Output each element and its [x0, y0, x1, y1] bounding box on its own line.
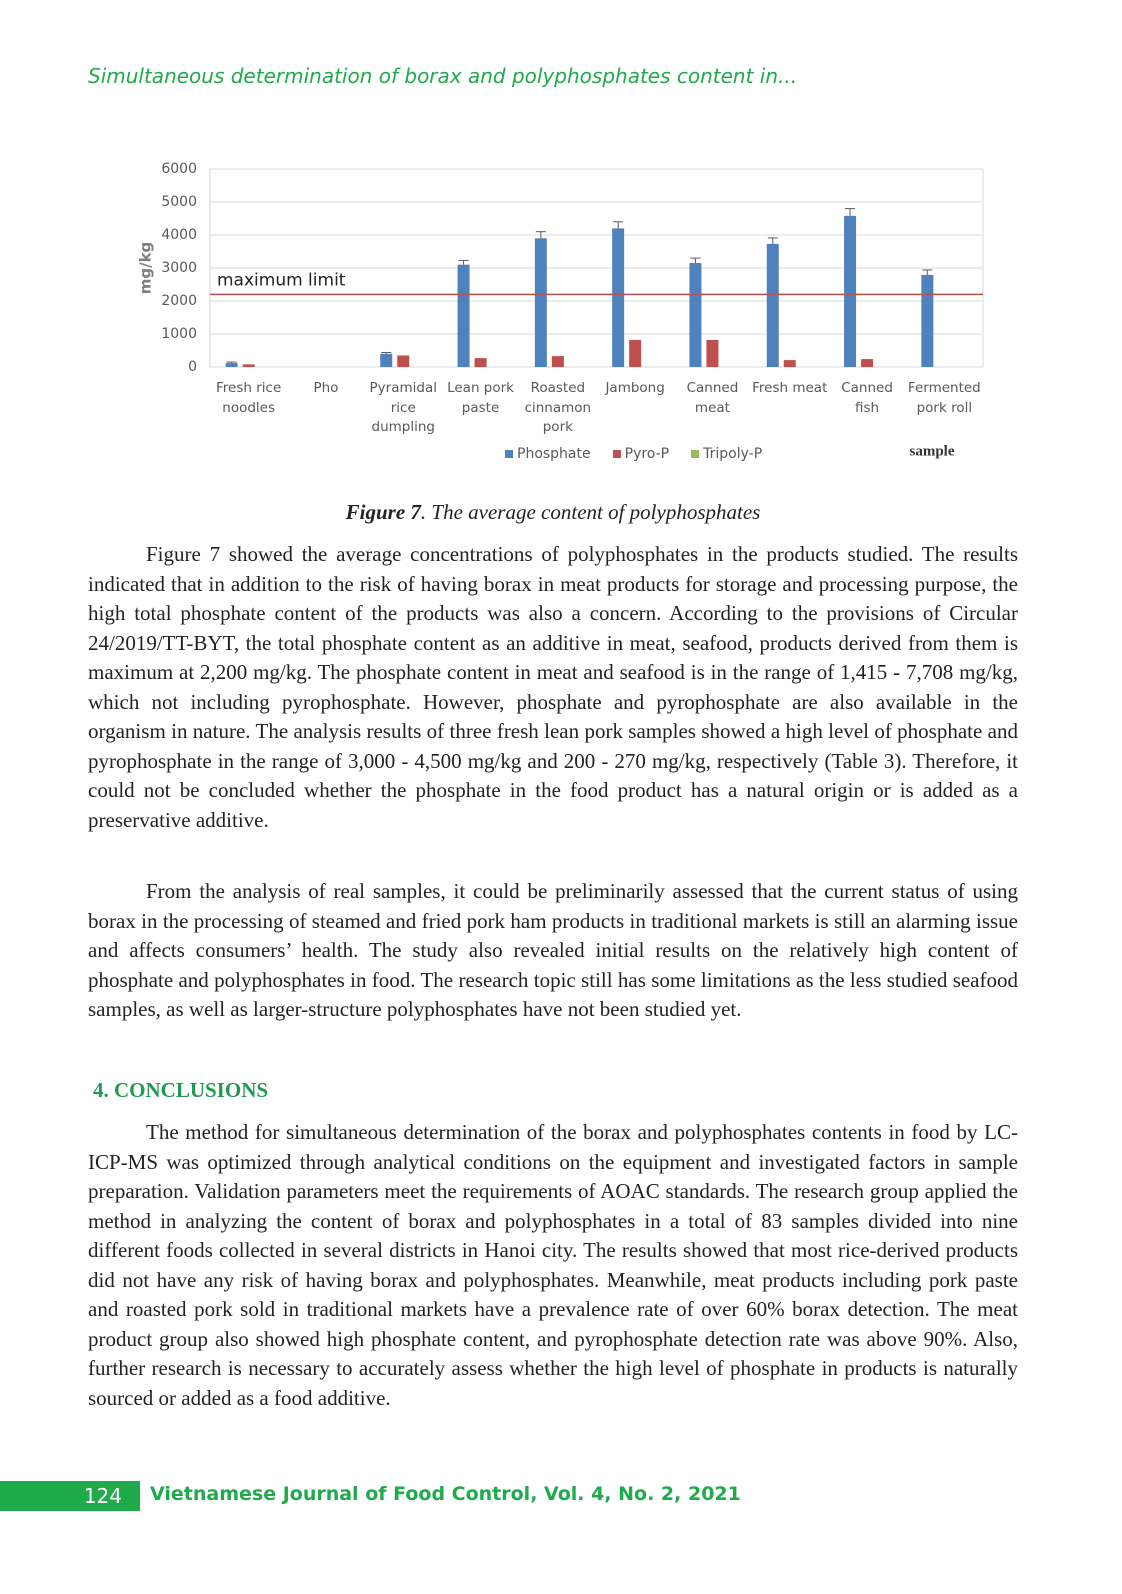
y-tick-label: 4000: [161, 227, 197, 243]
bar: [689, 263, 702, 367]
x-tick-label: Roasted cinnamon pork: [524, 380, 592, 435]
bar: [457, 264, 470, 367]
bar: [551, 356, 564, 367]
caption-label: Figure 7: [345, 500, 421, 524]
error-bar: [767, 237, 778, 244]
bar: [783, 360, 796, 367]
y-tick-label: 2000: [161, 293, 197, 309]
legend-item: Tripoly-P: [691, 446, 762, 462]
bar: [844, 215, 857, 367]
y-tick-label: 6000: [161, 161, 197, 177]
error-bar: [535, 231, 546, 239]
bar: [474, 358, 487, 367]
x-axis-label: sample: [910, 443, 955, 459]
bar: [861, 359, 874, 367]
error-bar: [226, 361, 237, 364]
legend-label: Phosphate: [517, 446, 591, 462]
bar: [242, 364, 255, 367]
error-bar: [845, 208, 856, 216]
error-bar: [922, 269, 933, 275]
legend-swatch: [691, 450, 700, 458]
legend: Phosphate Pyro-P Tripoly-P: [505, 446, 762, 462]
bar: [766, 243, 779, 367]
y-tick-label: 5000: [161, 194, 197, 210]
legend-label: Pyro-P: [624, 446, 670, 462]
page-number: 124: [0, 1481, 140, 1511]
x-tick-label: Canned meat: [686, 380, 739, 416]
running-title: Simultaneous determination of borax and …: [88, 64, 798, 88]
bar: [225, 363, 238, 367]
bar: [706, 339, 719, 367]
paragraph: From the analysis of real samples, it co…: [88, 879, 1018, 1021]
section-heading: 4. CONCLUSIONS: [93, 1078, 269, 1102]
bar: [629, 339, 642, 367]
legend-swatch: [505, 450, 513, 458]
legend-item: Pyro-P: [612, 446, 670, 462]
bar: [397, 355, 410, 367]
x-tick-label: Fresh meat: [752, 380, 828, 396]
y-tick-label: 0: [188, 359, 197, 375]
x-tick-label: Pho: [313, 380, 339, 396]
x-tick-label: Fresh rice noodles: [216, 380, 282, 416]
x-tick-label: Canned fish: [841, 380, 893, 416]
x-tick-label: Pyramidal rice dumpling: [369, 380, 437, 435]
x-tick-label: Jambong: [605, 380, 665, 396]
legend-swatch: [612, 450, 621, 458]
error-bar: [613, 221, 624, 229]
error-bar: [690, 257, 701, 264]
plot-border: [209, 168, 984, 368]
figure-caption: Figure 7. The average content of polypho…: [0, 500, 1106, 525]
legend-label: Tripoly-P: [703, 446, 763, 462]
bar: [380, 353, 393, 367]
bar: [612, 228, 625, 367]
journal-name: Vietnamese Journal of Food Control, Vol.…: [150, 1483, 741, 1505]
chart: 0 1000 2000 3000 4000 5000 6000 mg/kg sample maxi…: [137, 161, 984, 459]
bar: [921, 274, 934, 367]
y-tick-label: 3000: [161, 260, 197, 276]
error-bar: [458, 259, 469, 265]
bar: [534, 238, 547, 367]
paragraph: The method for simultaneous determinatio…: [88, 1120, 1018, 1410]
y-axis-label: mg/kg: [137, 242, 155, 295]
x-tick-label: Lean pork paste: [447, 380, 514, 416]
error-bar: [381, 351, 392, 354]
y-tick-label: 1000: [161, 326, 197, 342]
reference-label: maximum limit: [217, 270, 346, 290]
legend-item: Phosphate: [505, 446, 591, 462]
x-tick-label: Fermented pork roll: [907, 380, 981, 416]
paragraph: Figure 7 showed the average concentratio…: [88, 542, 1018, 832]
caption-text: . The average content of polyphosphates: [420, 500, 761, 524]
